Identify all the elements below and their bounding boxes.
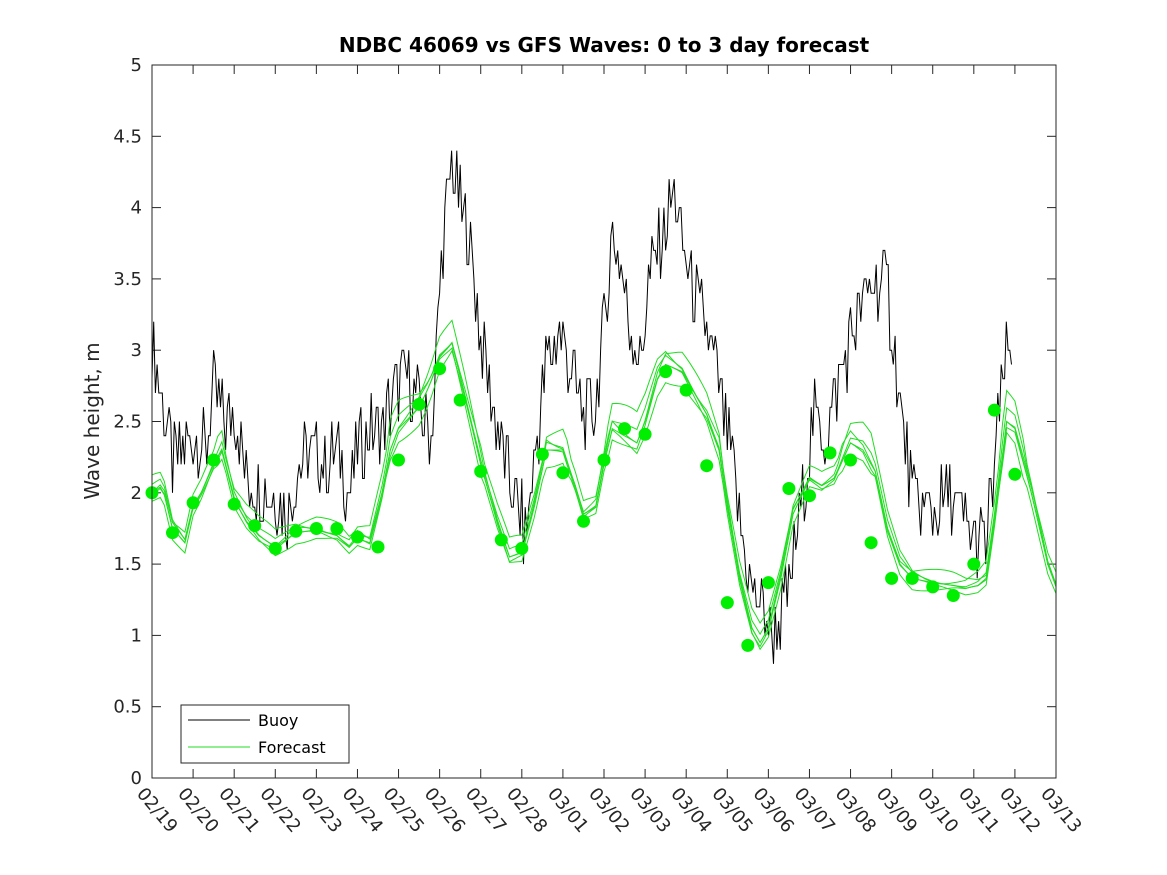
y-tick-label: 4.5 xyxy=(113,126,142,147)
forecast-marker xyxy=(453,393,467,407)
x-tick-label: 03/12 xyxy=(995,784,1044,837)
x-tick-label: 02/26 xyxy=(420,784,469,837)
x-tick-label: 03/03 xyxy=(625,784,674,837)
forecast-marker xyxy=(412,397,426,411)
forecast-marker xyxy=(535,447,549,461)
forecast-marker xyxy=(844,453,857,467)
buoy-series-line xyxy=(151,150,1012,664)
x-tick-label: 02/25 xyxy=(379,784,428,837)
forecast-marker xyxy=(864,536,878,550)
forecast-marker xyxy=(392,453,405,467)
y-tick-label: 0.5 xyxy=(113,697,142,718)
forecast-marker xyxy=(638,427,652,441)
forecast-marker xyxy=(905,571,919,585)
forecast-series-line xyxy=(151,341,1057,624)
x-tick-label: 02/21 xyxy=(214,784,263,837)
x-tick-label: 03/10 xyxy=(913,784,962,837)
x-tick-label: 03/13 xyxy=(1036,784,1085,837)
legend: Buoy Forecast xyxy=(180,704,350,764)
x-tick-label: 03/06 xyxy=(749,784,798,837)
forecast-marker xyxy=(371,540,385,554)
forecast-marker xyxy=(494,533,508,547)
forecast-series-line xyxy=(151,347,1057,648)
forecast-marker xyxy=(577,514,590,528)
series-layer xyxy=(145,150,1057,664)
forecast-marker xyxy=(309,522,323,535)
y-tick-label: 2 xyxy=(131,483,142,504)
forecast-marker xyxy=(720,596,734,610)
forecast-marker xyxy=(207,453,221,467)
forecast-marker xyxy=(351,530,364,544)
x-tick-label: 02/27 xyxy=(461,784,510,837)
x-tick-label: 02/28 xyxy=(502,784,551,837)
forecast-marker xyxy=(987,403,1001,417)
forecast-marker xyxy=(967,557,981,571)
y-tick-label: 3.5 xyxy=(113,269,142,290)
x-tick-label: 02/22 xyxy=(255,784,304,837)
legend-buoy-label: Buoy xyxy=(258,711,298,730)
forecast-marker xyxy=(597,453,611,467)
forecast-marker xyxy=(330,522,344,535)
x-tick-label: 02/20 xyxy=(173,784,222,837)
x-tick-label: 03/09 xyxy=(872,784,921,837)
forecast-marker xyxy=(248,519,262,533)
x-tick-label: 03/07 xyxy=(790,784,839,837)
forecast-marker xyxy=(926,580,940,594)
forecast-marker xyxy=(227,497,241,511)
forecast-marker xyxy=(885,571,899,585)
x-tick-label: 02/19 xyxy=(132,784,181,837)
x-tick-label: 03/11 xyxy=(954,784,1003,837)
forecast-marker xyxy=(166,526,179,540)
y-tick-label: 1.5 xyxy=(113,554,142,575)
forecast-marker xyxy=(186,496,200,510)
x-axis-tick-labels: 02/1902/2002/2102/2202/2302/2402/2502/26… xyxy=(132,784,1085,837)
y-tick-label: 1 xyxy=(131,625,142,646)
x-tick-label: 03/04 xyxy=(666,784,715,837)
y-axis-tick-labels: 0 0.5 1 1.5 2 2.5 3 3.5 4 4.5 5 xyxy=(113,55,142,789)
plot-frame xyxy=(151,64,1057,779)
forecast-marker xyxy=(741,638,755,652)
forecast-marker xyxy=(823,446,837,460)
forecast-marker xyxy=(679,383,693,397)
plot-area xyxy=(152,65,1056,778)
forecast-marker xyxy=(1008,467,1022,481)
forecast-marker xyxy=(803,489,816,503)
y-tick-label: 5 xyxy=(131,55,142,76)
forecast-marker xyxy=(700,459,714,473)
x-tick-label: 03/05 xyxy=(707,784,756,837)
forecast-marker xyxy=(289,524,303,538)
forecast-marker xyxy=(474,464,488,478)
forecast-marker xyxy=(556,466,570,480)
y-tick-label: 0 xyxy=(131,768,142,789)
x-tick-label: 02/23 xyxy=(297,784,346,837)
legend-forecast-label: Forecast xyxy=(258,738,326,757)
y-tick-label: 4 xyxy=(131,198,142,219)
forecast-marker xyxy=(761,576,775,590)
forecast-marker xyxy=(659,365,673,379)
forecast-marker xyxy=(946,589,960,602)
forecast-marker xyxy=(782,482,796,495)
legend-box xyxy=(180,704,350,764)
y-tick-label: 2.5 xyxy=(113,412,142,433)
x-tick-label: 02/24 xyxy=(338,784,387,837)
forecast-marker xyxy=(515,541,529,555)
x-tick-label: 03/08 xyxy=(831,784,880,837)
forecast-marker xyxy=(433,362,447,376)
x-tick-label: 03/01 xyxy=(543,784,592,837)
chart-title: NDBC 46069 vs GFS Waves: 0 to 3 day fore… xyxy=(339,33,870,57)
y-axis-label: Wave height, m xyxy=(80,342,104,499)
forecast-marker xyxy=(618,422,631,436)
x-tick-label: 03/02 xyxy=(584,784,633,837)
forecast-marker xyxy=(268,541,282,555)
y-tick-label: 3 xyxy=(131,340,142,361)
